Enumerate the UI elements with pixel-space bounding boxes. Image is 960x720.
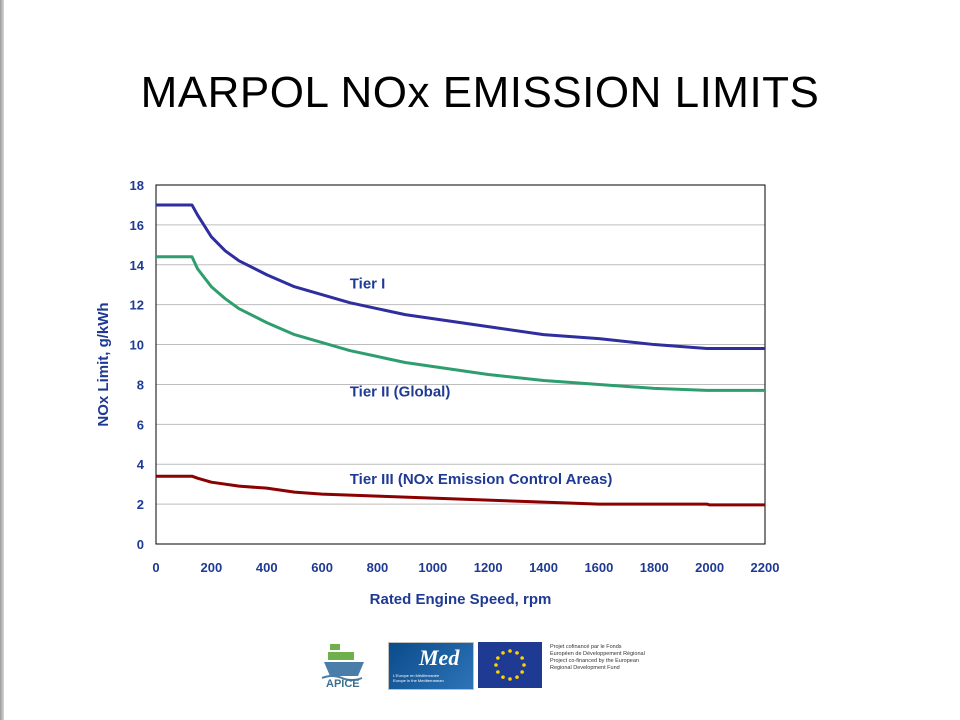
x-tick-label: 1600 [584, 560, 613, 575]
x-tick-label: 0 [152, 560, 159, 575]
y-tick-label: 16 [130, 218, 144, 233]
eu-star-icon [501, 675, 505, 679]
x-tick-label: 2200 [751, 560, 780, 575]
x-tick-label: 1000 [418, 560, 447, 575]
apice-logo-text: APICE [326, 678, 360, 690]
x-axis-label: Rated Engine Speed, rpm [370, 591, 552, 608]
y-tick-label: 10 [130, 338, 144, 353]
eu-funding-caption: Projet cofinancé par le Fonds Européen d… [550, 644, 680, 672]
x-tick-label: 600 [311, 560, 333, 575]
eu-star-icon [496, 670, 500, 674]
eu-star-icon [496, 656, 500, 660]
eu-caption-line-4: Regional Development Fund [550, 665, 620, 671]
y-tick-label: 4 [137, 457, 145, 472]
x-tick-label: 1800 [640, 560, 669, 575]
eu-star-icon [508, 677, 512, 681]
eu-caption-line-1: Projet cofinancé par le Fonds [550, 644, 622, 650]
y-tick-label: 6 [137, 417, 144, 432]
x-tick-label: 200 [201, 560, 223, 575]
series-annotation-2: Tier II (Global) [350, 383, 451, 400]
series-lines [156, 203, 765, 507]
eu-caption-line-3: Project co-financed by the European [550, 658, 639, 664]
eu-star-icon [520, 656, 524, 660]
y-tick-label: 12 [130, 298, 144, 313]
eu-star-icon [494, 663, 498, 667]
apice-ship-icon [321, 644, 364, 681]
eu-star-icon [501, 651, 505, 655]
x-tick-label: 400 [256, 560, 278, 575]
series-line-3 [156, 474, 765, 507]
x-tick-label: 1200 [474, 560, 503, 575]
plot-frame [155, 184, 766, 545]
med-logo: Med L'Europe en Méditerranée Europe in t… [388, 642, 474, 690]
y-tick-label: 18 [130, 178, 144, 193]
med-sub-line-2: Europe in the Mediterranean [393, 678, 444, 683]
eu-star-icon [508, 649, 512, 653]
slide-left-border [0, 0, 4, 720]
slide-title: MARPOL NOx EMISSION LIMITS [140, 68, 820, 117]
series-line-2 [156, 255, 765, 392]
x-tick-label: 800 [367, 560, 389, 575]
y-tick-label: 14 [130, 258, 145, 273]
series-annotation-1: Tier I [350, 276, 386, 293]
med-logo-subtitle: L'Europe en Méditerranée Europe in the M… [393, 673, 444, 683]
eu-star-icon [515, 651, 519, 655]
eu-star-icon [515, 675, 519, 679]
med-logo-text: Med [419, 645, 460, 670]
x-tick-label: 2000 [695, 560, 724, 575]
y-tick-label: 8 [137, 377, 144, 392]
eu-star-icon [520, 670, 524, 674]
series-annotation-3: Tier III (NOx Emission Control Areas) [350, 471, 613, 488]
grid-lines [156, 184, 765, 545]
eu-caption-line-2: Européen de Développement Régional [550, 651, 645, 657]
eu-star-icon [522, 663, 526, 667]
x-tick-label: 1400 [529, 560, 558, 575]
annotations: Tier I Tier II (Global) Tier III (NOx Emis… [350, 276, 613, 488]
y-tick-label: 0 [137, 537, 144, 552]
eu-flag-icon [478, 642, 542, 688]
y-tick-label: 2 [137, 497, 144, 512]
med-sub-line-1: L'Europe en Méditerranée [393, 673, 440, 678]
y-axis-label: NOx Limit, g/kWh [95, 302, 112, 426]
tick-labels: 0 200 400 600 800 1000 1200 1400 1600 1800 2000 220… [130, 178, 780, 575]
footer-logos: APICE Med L'Europe en Méditerranée Europ… [318, 638, 678, 696]
series-line-1 [156, 203, 765, 351]
